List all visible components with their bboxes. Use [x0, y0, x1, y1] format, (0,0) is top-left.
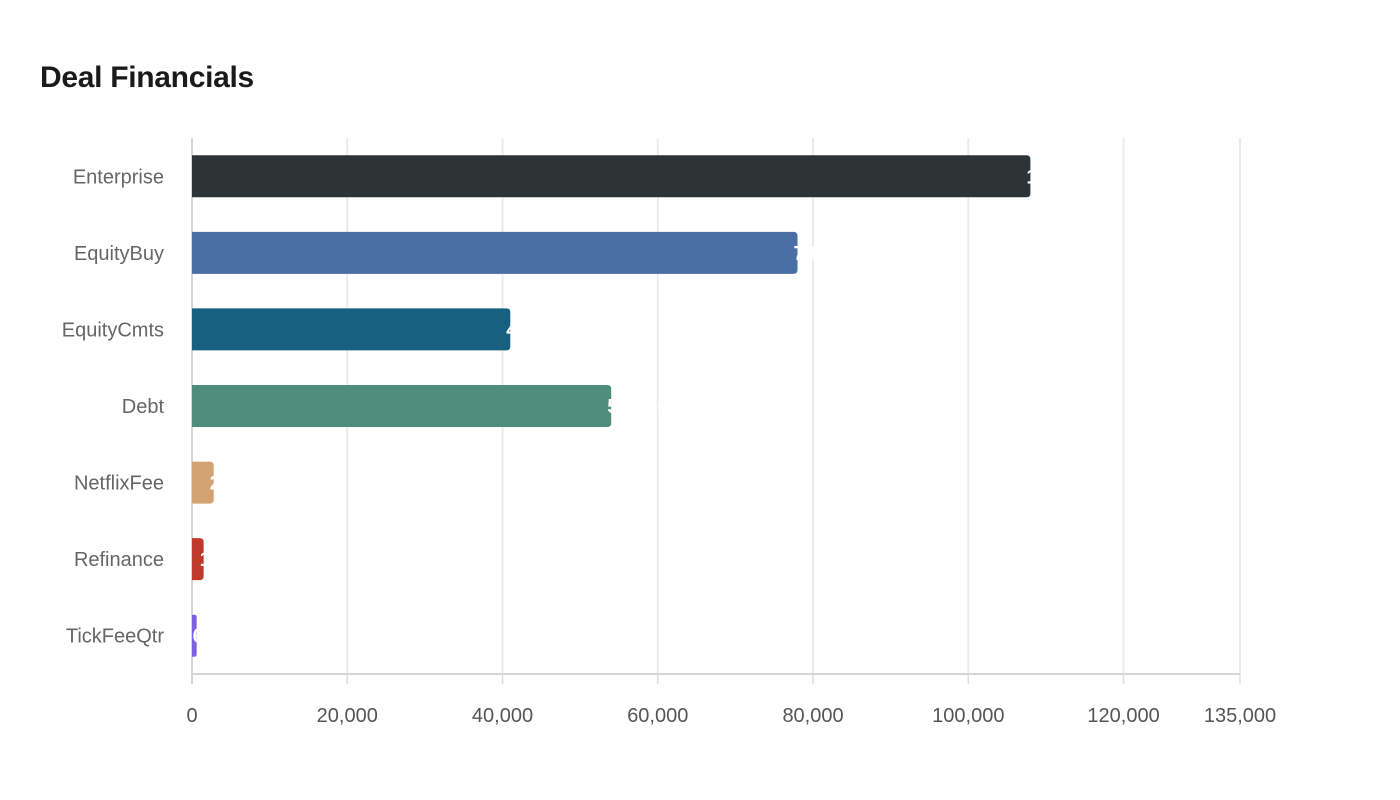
- data-label: 54,000: [607, 396, 668, 418]
- x-tick-label: 20,000: [317, 705, 378, 727]
- y-tick-label: Refinance: [74, 549, 164, 571]
- x-tick-label: 60,000: [627, 705, 688, 727]
- data-label: 78,000: [794, 243, 855, 265]
- y-tick-label: NetflixFee: [74, 473, 164, 495]
- x-tick-label: 80,000: [782, 705, 843, 727]
- y-tick-label: Debt: [122, 396, 165, 418]
- bar-equitycmts: [192, 308, 511, 351]
- chart-title: Deal Financials: [40, 61, 254, 94]
- data-label: 2,800: [210, 473, 260, 495]
- data-label: 600: [193, 626, 226, 648]
- x-tick-label: 135,000: [1204, 705, 1276, 727]
- x-tick-label: 120,000: [1087, 705, 1159, 727]
- bar-refinance: [192, 538, 204, 581]
- data-label: 41,000: [506, 319, 567, 341]
- bar-tickfeeqtr: [192, 614, 197, 657]
- bar-equitybuy: [192, 231, 798, 274]
- bar-debt: [192, 385, 612, 427]
- y-tick-label: EquityCmts: [62, 319, 164, 341]
- x-tick-label: 40,000: [472, 705, 533, 727]
- data-label: 1,500: [200, 549, 250, 571]
- bar-netflixfee: [192, 461, 214, 504]
- bar-enterprise: [192, 155, 1031, 198]
- x-tick-label: 100,000: [932, 705, 1004, 727]
- x-tick-label: 0: [186, 705, 197, 727]
- y-tick-label: TickFeeQtr: [66, 626, 164, 648]
- y-tick-label: EquityBuy: [74, 243, 164, 265]
- y-tick-label: Enterprise: [73, 166, 164, 188]
- data-label: 108,000: [1026, 166, 1098, 188]
